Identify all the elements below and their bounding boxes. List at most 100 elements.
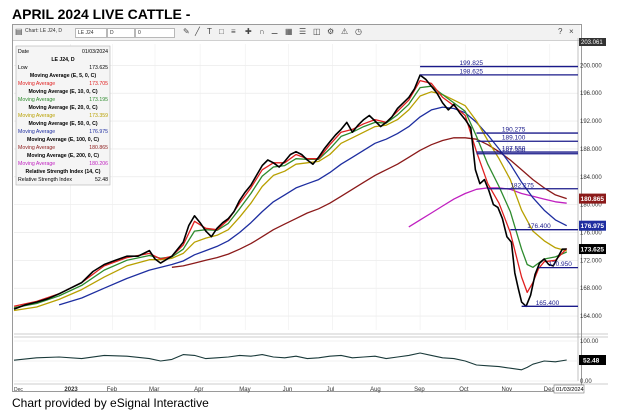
price-badge: [579, 220, 606, 231]
x-tick-label: Apr: [194, 387, 203, 393]
legend-row-label: Date: [18, 49, 29, 55]
legend-row-value: 173.625: [89, 65, 108, 71]
legend-row-label: Moving Average: [18, 81, 55, 87]
close-icon[interactable]: ×: [569, 27, 574, 36]
legend-row-label: Low: [18, 65, 28, 71]
y-tick-label: 200.000: [580, 63, 602, 69]
legend-row-header: Moving Average (E, 10, 0, C): [28, 89, 97, 95]
text-icon[interactable]: T: [207, 27, 212, 36]
price-level-label: 189.100: [502, 135, 526, 142]
shape-icon[interactable]: □: [219, 27, 224, 36]
y-tick-label: 172.000: [580, 258, 602, 264]
y-tick-label: 196.000: [580, 91, 602, 97]
legend-row-header: Moving Average (E, 20, 0, C): [28, 105, 97, 111]
price-badge-label: 176.975: [581, 223, 605, 230]
moving-average-line: [13, 79, 568, 307]
help-icon[interactable]: ?: [558, 27, 563, 36]
price-level-label: 176.400: [527, 223, 551, 230]
extra-input[interactable]: 0: [135, 28, 175, 38]
legend-row-label: Moving Average: [18, 129, 55, 135]
x-tick-label: May: [239, 387, 250, 393]
price-badge: [579, 193, 606, 204]
price-level-label: 187.550: [502, 146, 526, 153]
y-tick-label: 176.000: [580, 230, 602, 236]
legend-row-value: 176.975: [89, 129, 108, 135]
clock-icon[interactable]: ◷: [355, 27, 362, 36]
price-level-label: 165.400: [536, 300, 560, 307]
date-box-label: 01/03/2024: [556, 387, 584, 393]
page-title: APRIL 2024 LIVE CATTLE -: [12, 6, 191, 22]
table-icon[interactable]: ◫: [313, 27, 321, 36]
rsi-value-label: 52.48: [583, 358, 600, 365]
interval-input[interactable]: D: [107, 28, 135, 38]
price-level-label: 190.275: [502, 127, 526, 134]
ruler-icon[interactable]: ⚊: [271, 27, 279, 36]
legend-row-header: LE J24, D: [51, 57, 75, 63]
y-tick-label: 180.000: [580, 203, 602, 209]
moving-average-line: [408, 187, 567, 228]
settings-icon[interactable]: ⚙: [327, 27, 335, 36]
magnet-icon[interactable]: ∩: [259, 27, 265, 36]
chart-label: Chart: LE J24, D: [25, 28, 62, 34]
sub-grid: [14, 336, 608, 382]
legend-row-value: 01/03/2024: [82, 49, 108, 55]
legend-row-value: 52.48: [95, 177, 108, 183]
price-badge: [579, 244, 606, 255]
y-tick-label: 184.000: [580, 175, 602, 181]
legend-row-label: Moving Average: [18, 161, 55, 167]
alert-icon[interactable]: ⚠: [341, 27, 349, 36]
x-tick-label: Nov: [502, 387, 513, 393]
pencil-icon[interactable]: ✎: [183, 27, 190, 36]
y-tick-label: 188.000: [580, 147, 602, 153]
line-icon[interactable]: ╱: [195, 27, 200, 36]
legend-row-header: Moving Average (E, 200, 0, C): [27, 153, 99, 159]
cursor-icon[interactable]: ✚: [245, 27, 252, 36]
y-tick-label: 164.000: [580, 314, 602, 320]
x-tick-label: 2023: [64, 387, 78, 393]
x-tick-label: Mar: [149, 387, 159, 393]
symbol-input[interactable]: LE J24: [75, 28, 107, 38]
legend-row-value: 173.195: [89, 97, 108, 103]
legend-row-header: Moving Average (E, 100, 0, C): [27, 137, 99, 143]
legend-row-value: 180.865: [89, 145, 108, 151]
rsi-value-badge: [579, 355, 606, 366]
moving-average-line: [171, 137, 567, 268]
y-axis: 164.000 168.000 172.000 176.000 180.000 184.0…: [579, 38, 606, 320]
legend-row-header: Relative Strength Index (14, C): [26, 169, 101, 175]
legend-row-label: Moving Average: [18, 113, 55, 119]
chart-caption: Chart provided by eSignal Interactive: [12, 396, 209, 410]
grid-icon[interactable]: ▦: [285, 27, 293, 36]
legend-row-label: Moving Average: [18, 145, 55, 151]
chart-toolbar: ▤ Chart: LE J24, D LE J24 D 0 ✎ ╱ T □ ≡ …: [13, 25, 580, 41]
price-level-label: 199.825: [460, 60, 484, 67]
moving-average-lines: [13, 79, 568, 312]
y-tick-label: 168.000: [580, 286, 602, 292]
price-badge-label: 180.865: [581, 196, 605, 203]
top-value-badge: [579, 38, 606, 46]
legend-row-header: Moving Average (E, 5, 0, C): [30, 73, 96, 79]
legend-row-header: Moving Average (E, 50, 0, C): [28, 121, 97, 127]
legend-row-value: 173.705: [89, 81, 108, 87]
rsi-line: [13, 352, 567, 371]
moving-average-line: [58, 106, 567, 306]
legend-box: Date 01/03/2024 LE J24, D Low 173.625 Moving …: [15, 45, 111, 186]
legend-row-label: Moving Average: [18, 97, 55, 103]
x-tick-label: Dec: [544, 387, 555, 393]
x-tick-label: Aug: [370, 387, 381, 393]
layers-icon[interactable]: ☰: [299, 27, 307, 36]
x-tick-label: Oct: [459, 387, 469, 393]
price-level-label: 198.625: [460, 68, 484, 75]
x-axis: 2023 Feb Mar Apr May Jun Jul Aug Sep Oct Nov Dec Dec…: [14, 383, 608, 394]
chart-icon: ▤: [15, 27, 23, 36]
moving-average-line: [13, 91, 567, 312]
price-level-label: 182.275: [510, 182, 534, 189]
price-level-label: 187.300: [502, 147, 526, 154]
x-tick-label: Sep: [414, 387, 425, 393]
legend-background: [15, 45, 111, 186]
price-badge-label: 173.625: [581, 247, 605, 254]
fibonacci-icon[interactable]: ≡: [231, 27, 236, 36]
rsi-tick-label: 0.00: [580, 379, 592, 385]
